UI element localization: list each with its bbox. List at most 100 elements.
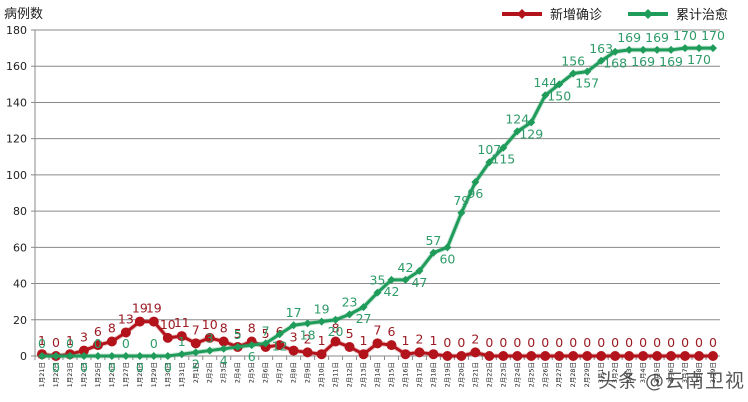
svg-text:2月26日: 2月26日 [541, 362, 549, 387]
svg-text:1月31日: 1月31日 [178, 362, 186, 387]
svg-text:96: 96 [467, 186, 483, 201]
green-line-marker-icon [627, 8, 668, 19]
legend: 新增确诊 累计治愈 [500, 4, 728, 23]
svg-text:79: 79 [453, 193, 469, 208]
svg-text:129: 129 [519, 126, 543, 141]
svg-text:2月18日: 2月18日 [429, 362, 437, 387]
svg-text:19: 19 [146, 301, 162, 316]
svg-text:12: 12 [272, 338, 288, 353]
svg-text:20: 20 [328, 324, 344, 339]
legend-label: 累计治愈 [675, 8, 728, 23]
svg-text:8: 8 [220, 321, 228, 336]
svg-text:2: 2 [415, 331, 423, 346]
svg-text:2月2日: 2月2日 [206, 362, 214, 383]
svg-text:80: 80 [13, 205, 27, 218]
svg-text:3月4日: 3月4日 [639, 362, 647, 383]
svg-text:0: 0 [597, 335, 605, 350]
svg-text:0: 0 [639, 335, 647, 350]
svg-text:19: 19 [132, 301, 148, 316]
svg-text:1: 1 [178, 334, 186, 349]
svg-text:1: 1 [429, 333, 437, 348]
svg-text:2月9日: 2月9日 [304, 362, 312, 383]
svg-text:2月21日: 2月21日 [471, 362, 479, 387]
svg-text:0: 0 [443, 335, 451, 350]
svg-text:2月28日: 2月28日 [569, 362, 577, 387]
svg-text:35: 35 [370, 273, 386, 288]
svg-text:163: 163 [589, 41, 613, 56]
svg-text:3月5日: 3月5日 [653, 362, 661, 383]
svg-text:0: 0 [695, 335, 703, 350]
svg-text:1月22日: 1月22日 [52, 362, 60, 387]
svg-text:1: 1 [360, 333, 368, 348]
legend-label: 新增确诊 [549, 8, 602, 23]
svg-text:2月19日: 2月19日 [443, 362, 451, 387]
svg-text:169: 169 [631, 54, 655, 69]
svg-text:1月24日: 1月24日 [80, 362, 88, 387]
svg-text:10: 10 [202, 317, 218, 332]
svg-text:169: 169 [645, 30, 669, 45]
svg-text:2: 2 [304, 331, 312, 346]
svg-text:57: 57 [425, 233, 441, 248]
svg-text:8: 8 [248, 321, 256, 336]
svg-text:150: 150 [547, 88, 571, 103]
svg-text:120: 120 [6, 133, 27, 146]
svg-text:3月8日: 3月8日 [695, 362, 703, 383]
svg-text:0: 0 [555, 335, 563, 350]
svg-text:3月3日: 3月3日 [625, 362, 633, 383]
svg-text:0: 0 [80, 360, 88, 375]
svg-text:0: 0 [164, 360, 172, 375]
svg-text:0: 0 [709, 335, 717, 350]
svg-text:2月23日: 2月23日 [499, 362, 507, 387]
svg-text:1月23日: 1月23日 [66, 362, 74, 387]
svg-text:3月1日: 3月1日 [597, 362, 605, 383]
svg-text:160: 160 [6, 60, 27, 73]
svg-text:2月14日: 2月14日 [374, 362, 382, 387]
svg-text:2月16日: 2月16日 [401, 362, 409, 387]
svg-text:0: 0 [681, 335, 689, 350]
svg-text:169: 169 [659, 54, 683, 69]
svg-text:0: 0 [667, 335, 675, 350]
svg-text:169: 169 [617, 30, 641, 45]
svg-text:1: 1 [318, 333, 326, 348]
svg-text:2月22日: 2月22日 [485, 362, 493, 387]
svg-text:0: 0 [485, 335, 493, 350]
svg-text:0: 0 [541, 335, 549, 350]
svg-text:5: 5 [234, 327, 242, 342]
svg-text:6: 6 [94, 324, 102, 339]
svg-text:60: 60 [13, 241, 27, 254]
svg-text:0: 0 [569, 335, 577, 350]
svg-text:140: 140 [6, 96, 27, 109]
svg-text:13: 13 [118, 311, 134, 326]
svg-text:2月29日: 2月29日 [583, 362, 591, 387]
svg-text:5: 5 [346, 326, 354, 341]
svg-text:124: 124 [505, 111, 529, 126]
svg-text:1月27日: 1月27日 [122, 362, 130, 387]
svg-text:10: 10 [160, 317, 176, 332]
svg-text:170: 170 [673, 28, 697, 43]
svg-text:168: 168 [603, 56, 627, 71]
svg-text:2月25日: 2月25日 [527, 362, 535, 387]
svg-text:2月15日: 2月15日 [387, 362, 395, 387]
svg-text:0: 0 [66, 336, 74, 351]
svg-text:2: 2 [471, 331, 479, 346]
svg-text:157: 157 [575, 76, 599, 91]
svg-text:0: 0 [653, 335, 661, 350]
svg-text:2月20日: 2月20日 [457, 362, 465, 387]
svg-text:7: 7 [374, 322, 382, 337]
svg-text:2月10日: 2月10日 [318, 362, 326, 387]
svg-text:3: 3 [206, 331, 214, 346]
svg-text:1月30日: 1月30日 [164, 362, 172, 387]
svg-text:2月17日: 2月17日 [415, 362, 423, 387]
svg-text:4: 4 [220, 353, 228, 368]
watermark: 头条 @云南卫视 [598, 370, 746, 392]
svg-text:2月12日: 2月12日 [346, 362, 354, 387]
svg-text:0: 0 [52, 360, 60, 375]
svg-text:0: 0 [527, 335, 535, 350]
svg-text:0: 0 [499, 335, 507, 350]
svg-text:2月11日: 2月11日 [332, 362, 340, 387]
svg-text:100: 100 [6, 169, 27, 182]
svg-text:0: 0 [122, 336, 130, 351]
svg-text:0: 0 [625, 335, 633, 350]
svg-text:0: 0 [457, 335, 465, 350]
